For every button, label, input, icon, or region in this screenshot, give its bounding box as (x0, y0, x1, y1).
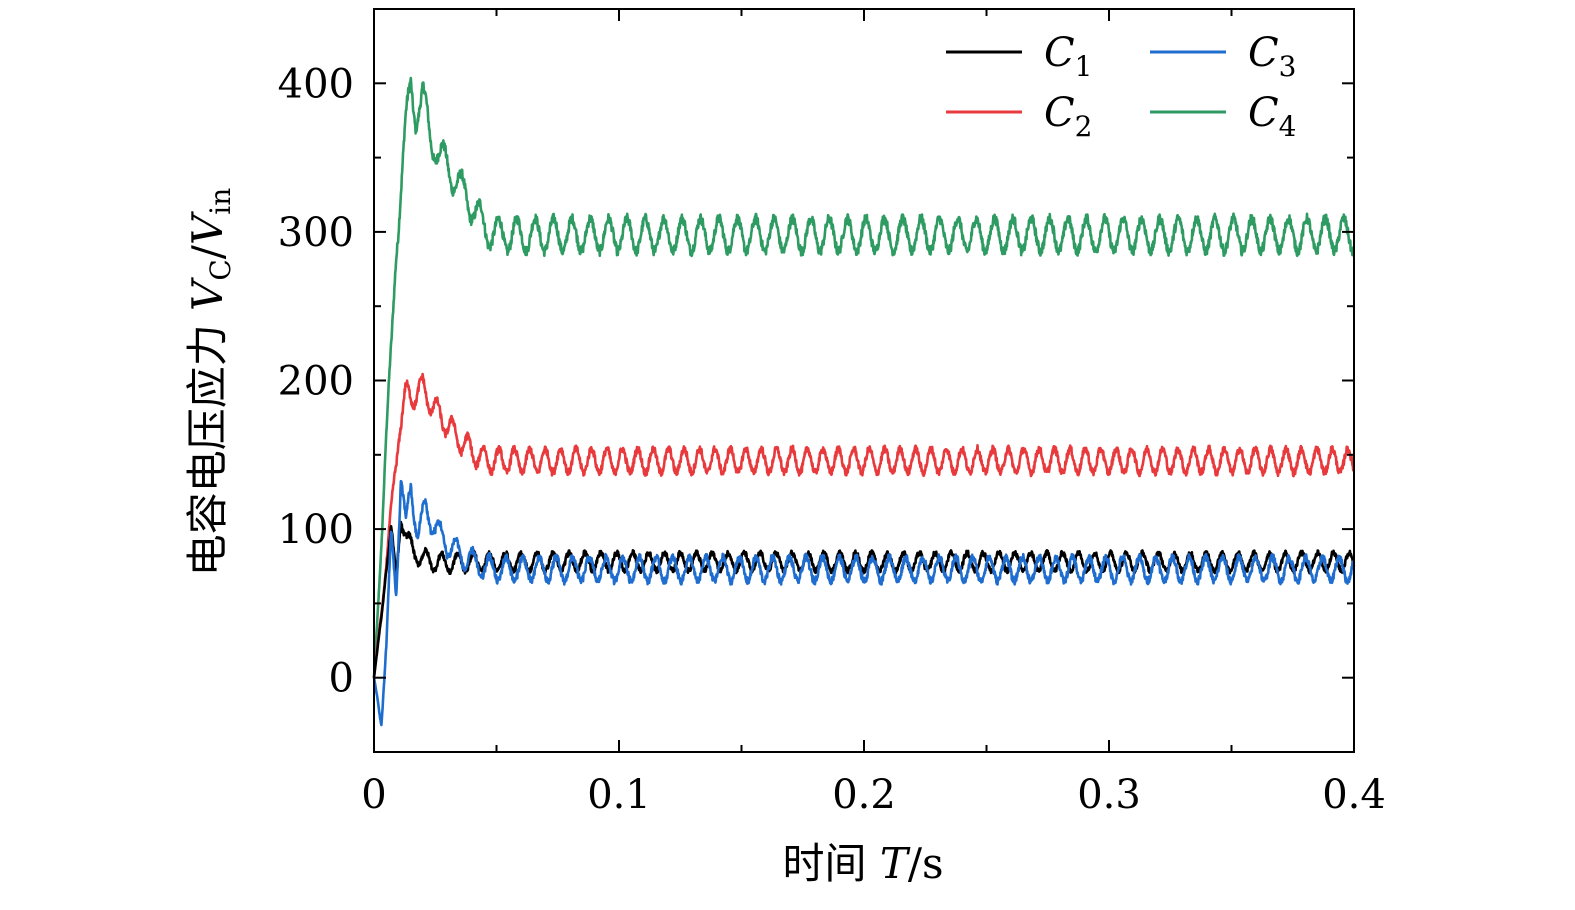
y-tick-label: 400 (278, 61, 354, 107)
y-axis-title-sub2: in (204, 188, 237, 215)
legend: C1 C3 C2 C4 (946, 30, 1296, 143)
x-axis-title-suffix: /s (908, 839, 944, 888)
y-axis-title-prefix: 电容电压应力 (183, 311, 232, 576)
x-tick-label: 0.3 (1077, 772, 1141, 818)
legend-label: C3 (1248, 30, 1296, 83)
x-tick-label: 0 (361, 772, 386, 818)
x-tick-label: 0.1 (587, 772, 651, 818)
legend-item-c2: C2 (946, 90, 1092, 143)
series-line-c3 (372, 479, 1356, 727)
y-axis-title-v1: V (183, 277, 232, 311)
y-tick-label: 200 (278, 359, 354, 405)
x-axis-title-prefix: 时间 (782, 839, 879, 888)
ticks-layer (373, 8, 1355, 753)
series-line-c4 (372, 76, 1355, 678)
legend-item-c1: C1 (946, 30, 1092, 83)
x-axis-title: 时间 T/s (782, 839, 943, 888)
y-axis-title-slash: / (183, 244, 232, 259)
series-layer (372, 76, 1356, 727)
legend-label: C2 (1044, 90, 1092, 143)
y-axis-title-sub1: C (204, 259, 237, 280)
legend-label: C4 (1248, 90, 1296, 143)
y-axis-title: 电容电压应力 VC/Vin (183, 188, 237, 577)
x-tick-label: 0.4 (1322, 772, 1386, 818)
y-tick-label: 100 (278, 507, 354, 553)
y-axis-title-v2: V (183, 211, 232, 245)
legend-item-c4: C4 (1150, 90, 1296, 143)
x-axis-title-var: T (880, 839, 911, 888)
legend-item-c3: C3 (1150, 30, 1296, 83)
series-line-c1 (372, 520, 1356, 678)
y-tick-label: 300 (278, 210, 354, 256)
tick-labels-layer: 0 0.1 0.2 0.3 0.4 0 100 200 300 400 (278, 61, 1386, 818)
x-tick-label: 0.2 (832, 772, 896, 818)
plot-frame (373, 8, 1355, 753)
legend-label: C1 (1044, 30, 1092, 83)
y-tick-label: 0 (329, 656, 354, 702)
series-line-c2 (372, 372, 1355, 678)
